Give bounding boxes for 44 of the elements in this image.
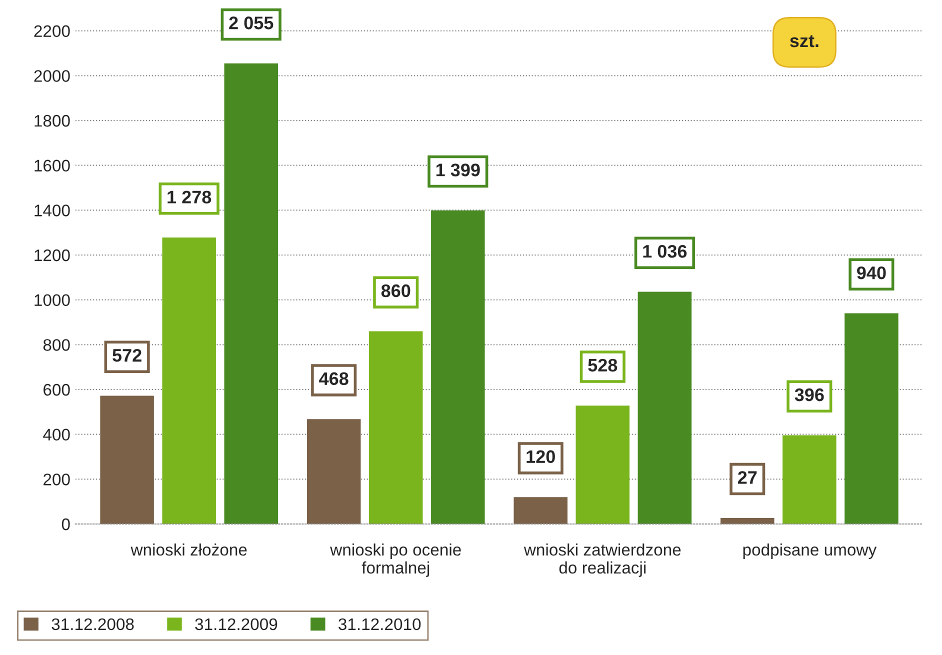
- x-tick-label: wnioski po ocenie formalnej: [330, 543, 461, 577]
- legend-label: 31.12.2010: [338, 618, 421, 630]
- x-tick-label: wnioski zatwierdzone do realizacji: [524, 543, 681, 577]
- bar: [100, 396, 154, 524]
- bar: [782, 435, 836, 524]
- bar: [306, 419, 361, 524]
- data-label: 1 399: [436, 164, 480, 176]
- bar: [576, 406, 630, 524]
- x-tick-label: podpisane umowy: [743, 543, 877, 559]
- y-tick-label: 1400: [34, 204, 70, 216]
- y-tick-label: 1200: [34, 249, 70, 262]
- data-label: 396: [794, 388, 824, 402]
- y-tick-label: 1600: [34, 160, 70, 172]
- data-label: 27: [738, 471, 757, 484]
- bar: [638, 292, 692, 524]
- legend-label: 31.12.2009: [195, 618, 278, 630]
- data-label: 572: [112, 348, 142, 362]
- bar: [844, 313, 898, 524]
- annotation: szt.: [790, 35, 818, 48]
- data-label: 1 036: [643, 244, 687, 258]
- data-label: 940: [857, 266, 886, 280]
- y-tick-label: 1800: [34, 114, 70, 127]
- y-tick-label: 2200: [34, 25, 70, 38]
- y-tick-label: 400: [43, 428, 70, 441]
- x-tick-label: wnioski złożone: [130, 543, 247, 556]
- bar: [162, 238, 216, 524]
- y-tick-label: 1000: [34, 294, 70, 306]
- data-label: 120: [526, 450, 555, 464]
- y-tick-label: 800: [43, 339, 70, 351]
- bar: [431, 210, 485, 524]
- y-tick-label: 600: [44, 384, 70, 396]
- y-tick-label: 2000: [34, 70, 70, 82]
- y-tick-label: 200: [44, 474, 70, 486]
- bar: [368, 331, 423, 524]
- data-label: 860: [381, 284, 410, 298]
- bar: [514, 497, 568, 524]
- data-label: 2 055: [229, 16, 274, 30]
- data-label: 528: [588, 358, 618, 372]
- bar: [720, 518, 774, 524]
- bar: [224, 63, 278, 524]
- data-label: 468: [319, 372, 348, 386]
- y-tick-label: 0: [62, 518, 70, 530]
- legend-label: 31.12.2008: [52, 618, 134, 630]
- data-label: 1 278: [168, 190, 212, 204]
